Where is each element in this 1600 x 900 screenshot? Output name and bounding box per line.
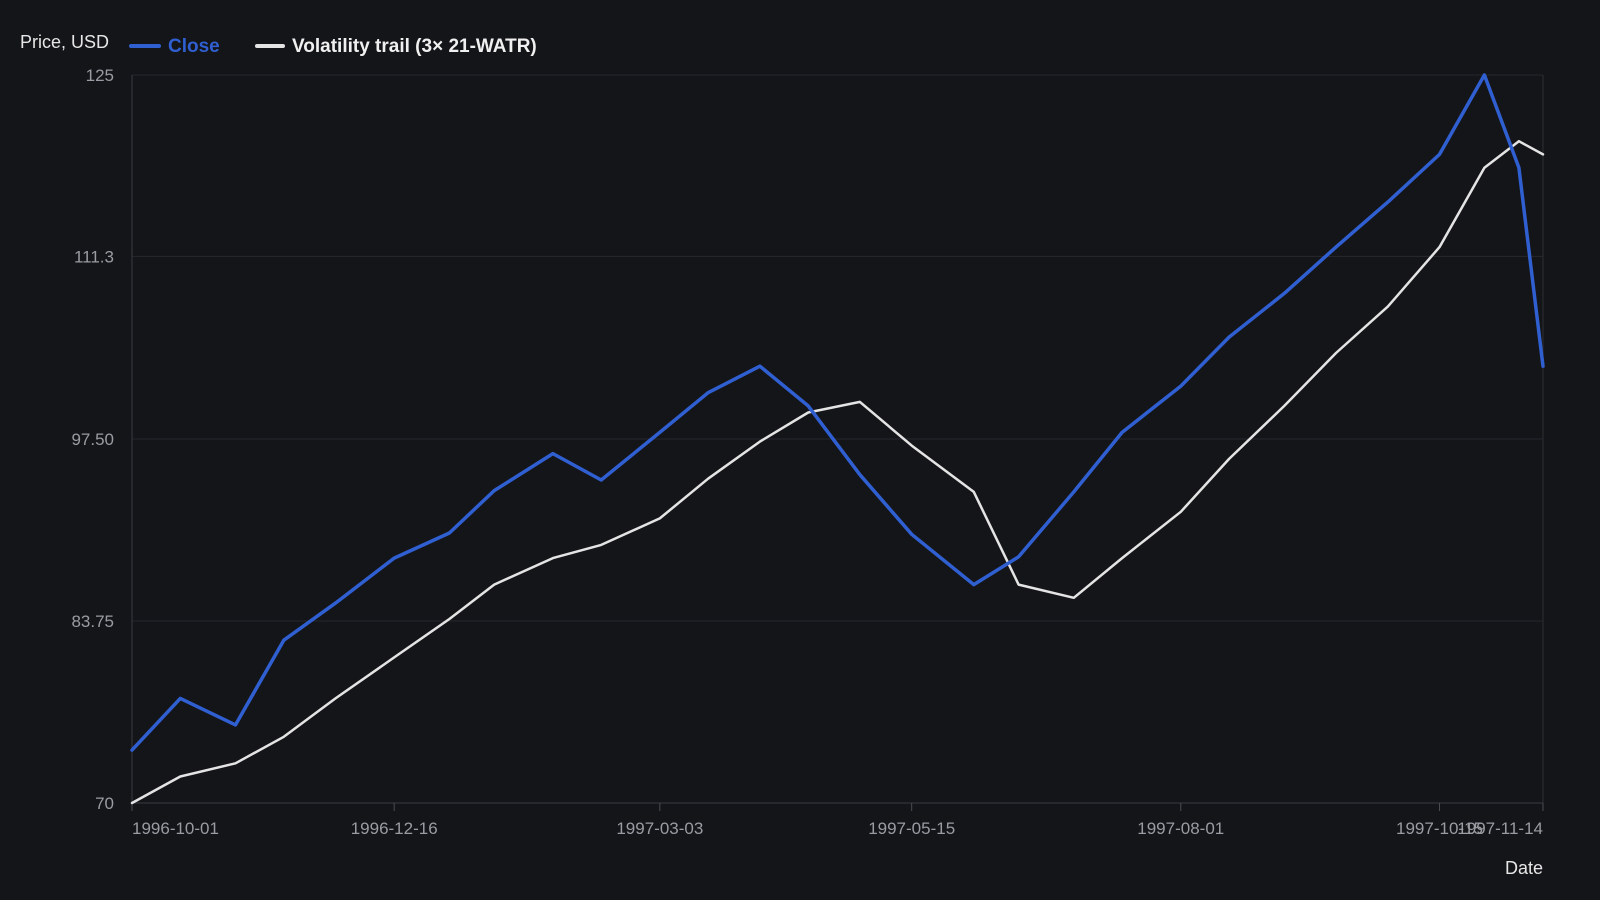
- legend: Close Volatility trail (3× 21-WATR): [129, 36, 537, 57]
- series-lines: [130, 73, 1545, 805]
- x-tick-label: 1997-08-01: [1137, 819, 1224, 838]
- series-line-volatility-trail: [130, 139, 1545, 805]
- x-axis-title: Date: [1505, 858, 1543, 878]
- series-line-close: [130, 73, 1545, 752]
- x-tick-label: 1996-10-01: [132, 819, 219, 838]
- y-tick-label: 70: [95, 794, 114, 813]
- axes: 70 83.75 97.50 111.3 125 1996-10-01 1996-12-16…: [71, 66, 1544, 838]
- y-tick-label: 111.3: [74, 247, 114, 266]
- x-tick-label: 1997-11-14: [1457, 819, 1543, 838]
- legend-label-volatility-trail: Volatility trail (3× 21-WATR): [292, 36, 537, 57]
- y-tick-label: 125: [86, 66, 114, 85]
- y-axis-title: Price, USD: [20, 32, 109, 52]
- x-tick-label: 1996-12-16: [351, 819, 438, 838]
- legend-item-volatility-trail[interactable]: Volatility trail (3× 21-WATR): [255, 36, 537, 57]
- x-tick-label: 1997-10-15: [1396, 819, 1483, 838]
- legend-label-close: Close: [168, 36, 220, 57]
- y-tick-label: 97.50: [71, 430, 114, 449]
- legend-item-close[interactable]: Close: [129, 36, 220, 57]
- x-tick-label: 1997-03-03: [616, 819, 703, 838]
- y-tick-label: 83.75: [71, 612, 114, 631]
- x-tick-label: 1997-05-15: [868, 819, 955, 838]
